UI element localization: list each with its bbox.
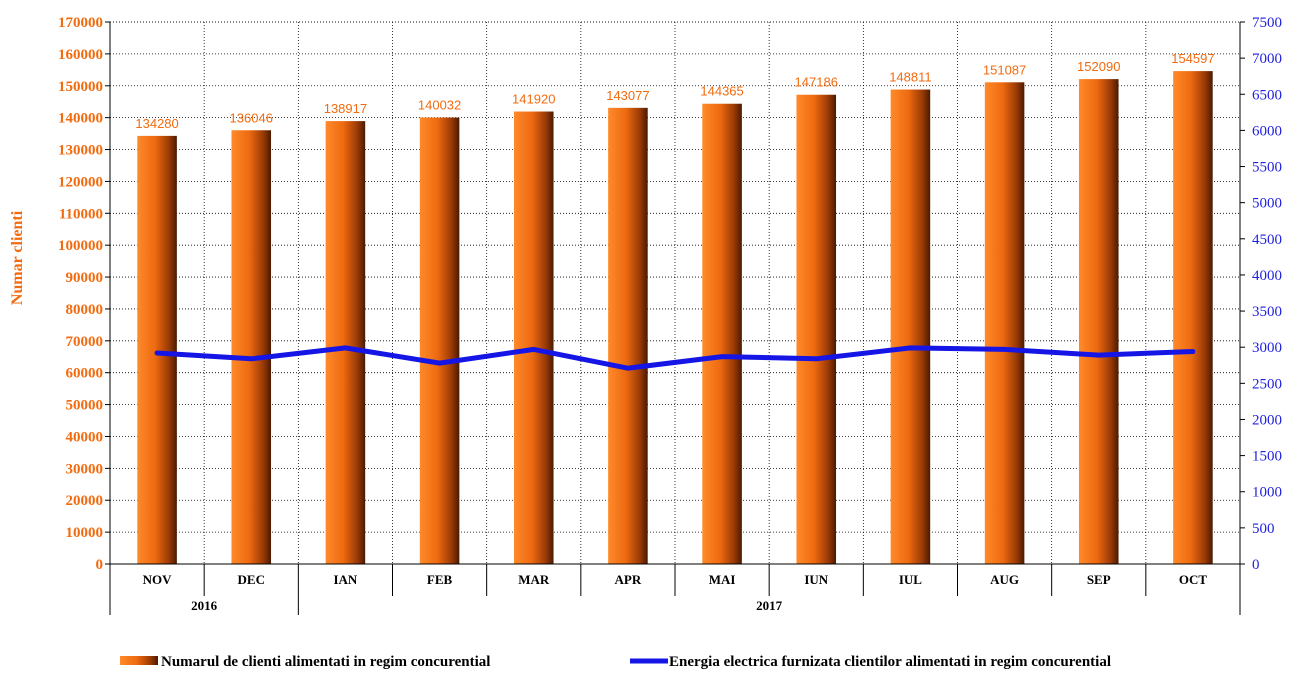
tick-label-left: 40000 (66, 429, 104, 445)
data-label-iun: 147186 (795, 75, 838, 90)
grid (110, 21, 1240, 565)
group-label-2016: 2016 (191, 598, 218, 613)
category-label-oct: OCT (1179, 572, 1208, 587)
bar-nov (137, 135, 177, 564)
bar-sep (1078, 79, 1119, 565)
bar-dec (231, 130, 272, 564)
bars (137, 71, 1213, 565)
tick-label-right: 5000 (1252, 196, 1282, 212)
tick-label-left: 150000 (58, 79, 103, 95)
bar-apr (608, 107, 648, 565)
data-label-apr: 143077 (606, 88, 649, 103)
tick-label-right: 4000 (1252, 268, 1282, 284)
tick-label-left: 80000 (66, 302, 104, 318)
tick-label-left: 30000 (66, 461, 104, 477)
data-label-nov: 134280 (135, 116, 178, 131)
category-label-apr: APR (615, 572, 642, 587)
tick-label-left: 130000 (58, 143, 103, 159)
data-label-feb: 140032 (418, 98, 461, 113)
data-label-dec: 136046 (230, 110, 273, 125)
tick-label-right: 1000 (1252, 485, 1282, 501)
tick-label-right: 0 (1252, 557, 1260, 573)
tick-label-right: 1500 (1252, 449, 1282, 465)
category-label-iul: IUL (899, 572, 922, 587)
tick-label-left: 20000 (66, 493, 104, 509)
category-label-sep: SEP (1087, 572, 1111, 587)
tick-label-left: 10000 (66, 525, 104, 541)
y-axis-title: Numar clienti (9, 210, 26, 305)
data-label-ian: 138917 (324, 101, 367, 116)
tick-label-left: 110000 (59, 206, 103, 222)
data-label-mar: 141920 (512, 92, 555, 107)
bar-ian (325, 121, 366, 564)
axes: 0100002000030000400005000060000700008000… (58, 15, 1282, 615)
line-energia (154, 345, 1196, 371)
data-label-sep: 152090 (1077, 59, 1120, 74)
tick-label-right: 6500 (1252, 87, 1282, 103)
tick-label-left: 160000 (58, 47, 103, 63)
tick-label-left: 100000 (58, 238, 103, 254)
tick-label-left: 120000 (58, 174, 103, 190)
bar-feb (419, 117, 460, 564)
tick-label-right: 500 (1252, 521, 1275, 537)
tick-label-left: 0 (96, 557, 104, 573)
bar-iul (890, 89, 931, 565)
legend: Numarul de clienti alimentati in regim c… (120, 654, 1111, 670)
category-label-ian: IAN (333, 572, 357, 587)
data-label-oct: 154597 (1171, 51, 1214, 66)
tick-label-right: 7000 (1252, 51, 1282, 67)
tick-label-left: 90000 (66, 270, 104, 286)
category-label-mai: MAI (709, 572, 736, 587)
bar-mar (513, 111, 554, 565)
tick-label-right: 3000 (1252, 340, 1282, 356)
tick-label-right: 3500 (1252, 304, 1282, 320)
data-label-aug: 151087 (983, 62, 1026, 77)
tick-label-left: 50000 (66, 398, 104, 414)
line-series (154, 345, 1196, 371)
tick-label-right: 4500 (1252, 232, 1282, 248)
bar-aug (984, 82, 1025, 564)
bar-mai (702, 103, 742, 565)
tick-label-right: 2500 (1252, 376, 1282, 392)
tick-label-left: 170000 (58, 15, 103, 31)
data-label-mai: 144365 (700, 84, 743, 99)
category-label-iun: IUN (804, 572, 828, 587)
category-label-aug: AUG (990, 572, 1019, 587)
tick-label-left: 70000 (66, 334, 104, 350)
bar-iun (796, 94, 837, 565)
legend-label-bars: Numarul de clienti alimentati in regim c… (161, 654, 490, 670)
category-label-feb: FEB (427, 572, 453, 587)
tick-label-right: 5500 (1252, 160, 1282, 176)
category-label-mar: MAR (518, 572, 550, 587)
data-labels: 134280 136046 138917 140032 141920 143077 1443… (135, 51, 1214, 131)
tick-label-left: 60000 (66, 366, 104, 382)
legend-swatch-bars (120, 656, 158, 665)
category-label-nov: NOV (143, 572, 173, 587)
tick-label-right: 6000 (1252, 123, 1282, 139)
tick-label-right: 7500 (1252, 15, 1282, 31)
tick-label-left: 140000 (58, 111, 103, 127)
group-label-2017: 2017 (756, 598, 783, 613)
bar-oct (1173, 71, 1213, 564)
legend-label-line: Energia electrica furnizata clientilor a… (669, 654, 1111, 670)
category-label-dec: DEC (238, 572, 265, 587)
tick-label-right: 2000 (1252, 412, 1282, 428)
data-label-iul: 148811 (889, 70, 931, 85)
